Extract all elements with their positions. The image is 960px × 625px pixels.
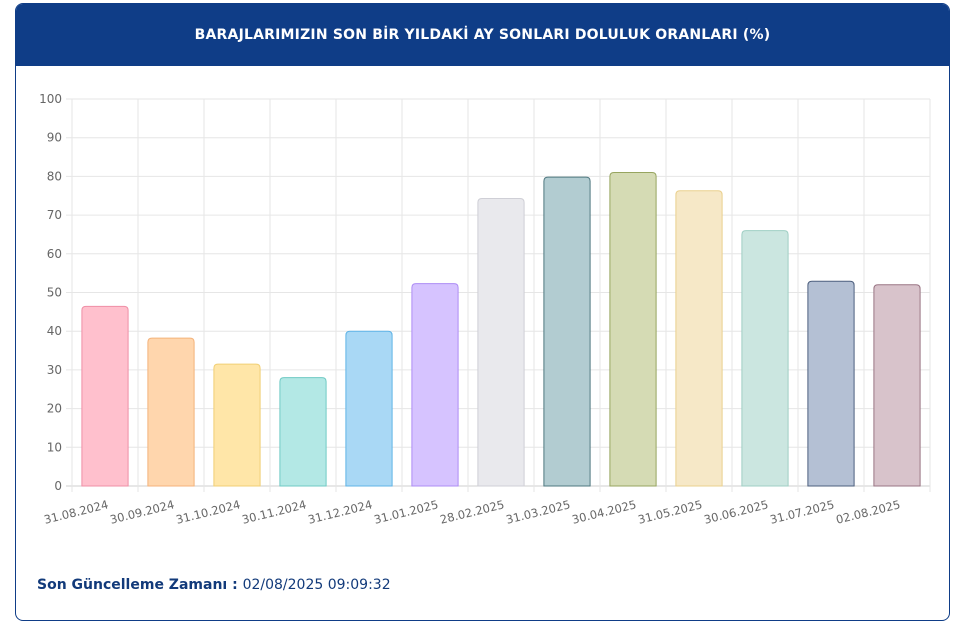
last-update-separator: : xyxy=(227,577,243,593)
y-tick-label: 40 xyxy=(47,324,62,338)
x-tick-label: 31.03.2025 xyxy=(504,497,571,527)
last-update-label: Son Güncelleme Zamanı xyxy=(37,577,228,593)
bar xyxy=(81,305,129,487)
bar xyxy=(609,172,657,487)
y-tick-label: 60 xyxy=(47,247,62,261)
x-tick-label: 30.11.2024 xyxy=(240,497,307,527)
bar xyxy=(873,284,921,487)
x-tick-label: 30.06.2025 xyxy=(702,497,769,527)
bar-chart: 0 10 20 30 40 50 60 70 80 90 100 31.08.202430.09.20… xyxy=(39,92,931,527)
bar xyxy=(411,283,459,487)
bar xyxy=(807,280,855,487)
y-tick-label: 50 xyxy=(47,286,62,300)
bar xyxy=(213,363,261,487)
y-tick-label: 30 xyxy=(47,363,62,377)
bar xyxy=(675,190,723,487)
x-tick-label: 31.10.2024 xyxy=(174,497,241,527)
last-update-value: 02/08/2025 09:09:32 xyxy=(242,577,391,593)
y-tick-label: 20 xyxy=(47,402,62,416)
x-tick-label: 28.02.2025 xyxy=(438,497,505,527)
bar xyxy=(543,176,591,487)
x-tick-label: 31.01.2025 xyxy=(372,497,439,527)
bar xyxy=(279,377,327,487)
y-tick-label: 80 xyxy=(47,169,62,183)
x-tick-label: 31.08.2024 xyxy=(42,497,109,527)
x-tick-label: 02.08.2025 xyxy=(834,497,901,527)
last-update: Son Güncelleme Zamanı : 02/08/2025 09:09… xyxy=(37,577,391,593)
chart-area: 0 10 20 30 40 50 60 70 80 90 100 31.08.2024 30.09.20… xyxy=(16,66,949,536)
card-header: BARAJLARIMIZIN SON BİR YILDAKİ AY SONLAR… xyxy=(16,4,949,66)
bar xyxy=(147,337,195,487)
x-tick-label: 30.04.2025 xyxy=(570,497,637,527)
x-tick-label: 31.12.2024 xyxy=(306,497,373,527)
x-tick-label: 31.07.2025 xyxy=(768,497,835,527)
y-tick-label: 10 xyxy=(47,440,62,454)
bar xyxy=(741,230,789,487)
x-tick-label: 30.09.2024 xyxy=(108,497,175,527)
x-tick-label: 31.05.2025 xyxy=(636,497,703,527)
y-tick-label: 90 xyxy=(47,131,62,145)
bar xyxy=(477,197,525,487)
chart-card: BARAJLARIMIZIN SON BİR YILDAKİ AY SONLAR… xyxy=(15,3,950,621)
chart-title: BARAJLARIMIZIN SON BİR YILDAKİ AY SONLAR… xyxy=(194,27,771,43)
y-tick-label: 100 xyxy=(39,92,62,106)
y-tick-label: 70 xyxy=(47,208,62,222)
bar xyxy=(345,330,393,487)
y-tick-label: 0 xyxy=(54,479,62,493)
